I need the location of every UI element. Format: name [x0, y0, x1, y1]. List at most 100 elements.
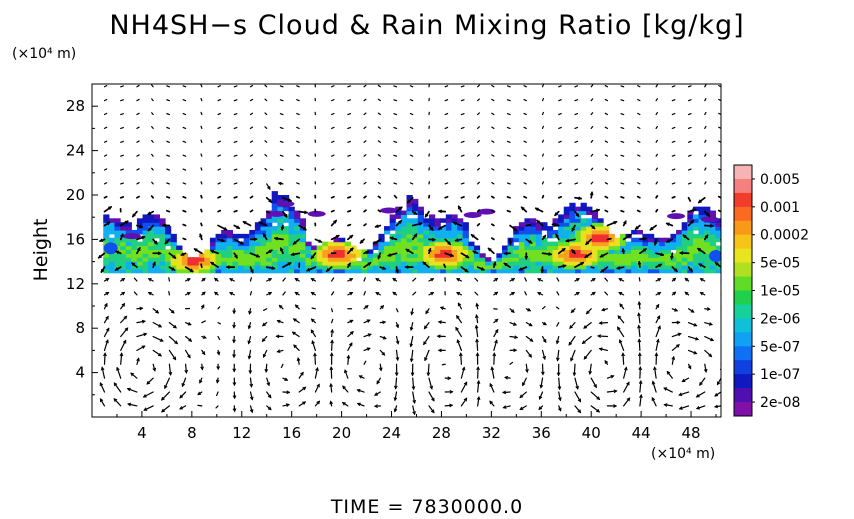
field-cell — [159, 268, 166, 274]
field-cell — [569, 233, 576, 239]
wind-arrow — [655, 84, 658, 88]
field-cell — [142, 222, 149, 227]
field-cell — [563, 229, 570, 235]
wind-arrow-head — [180, 252, 185, 256]
field-cell — [574, 210, 582, 216]
wind-arrow — [623, 381, 630, 393]
field-cell — [294, 210, 301, 216]
wind-arrow — [184, 266, 194, 273]
field-cell — [226, 253, 234, 258]
field-cell — [153, 233, 160, 239]
field-cell — [574, 226, 582, 231]
field-cell — [451, 214, 458, 219]
wind-arrow — [258, 221, 268, 227]
wind-arrow-head — [568, 341, 573, 346]
wind-arrow-head — [674, 268, 678, 273]
wind-arrow — [638, 290, 641, 296]
wind-arrow-head — [525, 369, 529, 374]
wind-arrow-head — [347, 262, 351, 267]
wind-arrow-head — [706, 307, 711, 311]
wind-arrow-head — [513, 227, 518, 231]
wind-arrow-head — [657, 325, 661, 330]
wind-arrow — [490, 195, 495, 199]
field-cell — [664, 253, 672, 258]
wind-arrow — [182, 154, 187, 157]
wind-arrow — [168, 277, 170, 282]
wind-arrow — [574, 391, 582, 403]
wind-arrow — [704, 84, 707, 88]
field-cell — [266, 257, 273, 262]
wind-arrow — [363, 126, 367, 129]
field-cell — [563, 245, 570, 250]
field-cell — [440, 237, 447, 243]
field-cell — [445, 261, 453, 266]
wind-arrow — [460, 113, 465, 116]
field-cell — [170, 245, 177, 250]
wind-arrow — [363, 84, 367, 88]
field-cell — [428, 268, 436, 274]
field-cell — [260, 264, 267, 270]
wind-arrow-head — [476, 396, 481, 401]
wind-arrow-head — [232, 339, 236, 344]
field-cell — [434, 233, 441, 239]
wind-arrow — [146, 377, 154, 385]
field-cell — [681, 253, 688, 258]
field-cell — [445, 268, 453, 274]
field-cell — [282, 264, 290, 270]
field-cell — [608, 233, 615, 239]
field-cell — [715, 233, 721, 239]
wind-arrow — [460, 352, 463, 365]
field-cell — [209, 241, 217, 247]
field-cell — [412, 237, 419, 243]
wind-arrow — [556, 322, 560, 327]
wind-arrow — [655, 208, 659, 213]
field-cell — [316, 264, 323, 270]
field-cell — [535, 229, 542, 235]
field-cell — [681, 249, 688, 254]
wind-arrow — [568, 335, 576, 346]
field-cell — [715, 237, 721, 243]
wind-arrow-head — [100, 366, 105, 371]
wind-arrow-head — [349, 292, 354, 296]
field-cell — [507, 261, 514, 266]
field-cell — [221, 261, 228, 266]
wind-arrow — [394, 391, 398, 401]
field-cell — [558, 237, 565, 243]
wind-arrow-head — [676, 320, 681, 325]
wind-arrow-head — [714, 262, 719, 266]
wind-arrow-head — [618, 339, 623, 344]
y-tick-label: 28 — [66, 97, 85, 115]
wind-arrow-head — [454, 238, 459, 242]
colorbar-bin — [734, 165, 752, 180]
field-cell — [563, 264, 570, 270]
wind-arrow — [280, 363, 284, 369]
field-cell — [266, 245, 273, 250]
field-cell — [249, 253, 256, 258]
field-cell — [597, 268, 604, 274]
wind-arrow — [182, 237, 187, 241]
field-cell — [344, 268, 351, 274]
field-cell — [597, 241, 604, 247]
field-cell — [282, 218, 290, 223]
field-cell — [153, 214, 160, 219]
wind-arrow-head — [279, 247, 284, 252]
wind-arrow-head — [671, 355, 676, 360]
wind-arrow — [687, 112, 692, 116]
field-cell — [524, 268, 531, 274]
wind-arrow — [606, 220, 618, 227]
field-cell — [406, 229, 413, 235]
field-cell — [507, 257, 514, 262]
wind-arrow-head — [536, 219, 541, 224]
field-cell — [642, 257, 649, 262]
wind-arrow — [344, 369, 349, 379]
wind-arrow — [476, 223, 481, 227]
field-cell — [170, 268, 177, 274]
wind-arrow — [697, 247, 706, 255]
wind-arrow-head — [431, 237, 436, 242]
field-cell — [580, 237, 587, 243]
field-cell — [305, 261, 312, 266]
field-cell — [636, 241, 643, 247]
field-cell — [524, 218, 531, 223]
wind-arrow-head — [236, 225, 241, 229]
field-cell — [715, 218, 721, 223]
